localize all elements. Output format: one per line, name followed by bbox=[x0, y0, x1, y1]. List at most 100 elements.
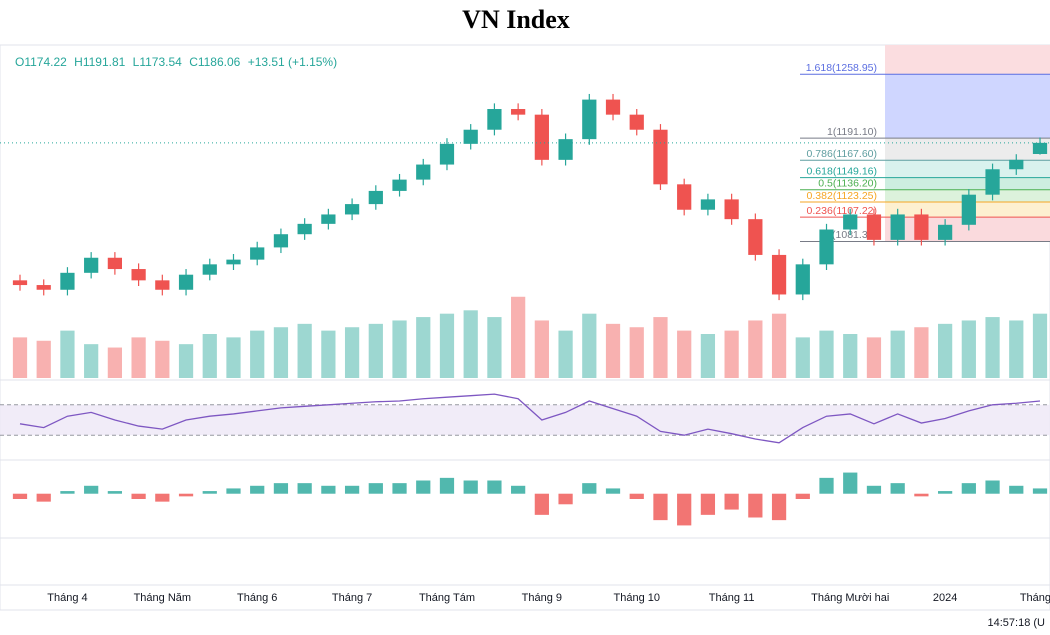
candle-body bbox=[226, 259, 241, 265]
volume-bar bbox=[511, 296, 526, 378]
macd-bar bbox=[1009, 485, 1024, 494]
macd-bar bbox=[819, 477, 834, 494]
fib-label: 0(1081.31) bbox=[826, 229, 877, 241]
candle-body bbox=[771, 254, 787, 295]
volume-bar bbox=[795, 337, 810, 378]
volume-bar bbox=[250, 330, 265, 378]
volume-bar bbox=[771, 313, 787, 378]
macd-bar bbox=[724, 493, 739, 510]
fib-top-band bbox=[885, 45, 1050, 75]
candle-body bbox=[558, 139, 573, 160]
volume-bar bbox=[12, 337, 28, 378]
volume-bar bbox=[653, 317, 668, 378]
volume-bar bbox=[819, 330, 834, 378]
macd-bar bbox=[439, 477, 455, 494]
candle-body bbox=[914, 214, 929, 240]
macd-bar bbox=[321, 485, 336, 494]
ohlc-legend: O1174.22 H1191.81 L1173.54 C1186.06 +13.… bbox=[15, 55, 337, 69]
candle-body bbox=[36, 285, 51, 290]
macd-bar bbox=[368, 483, 383, 494]
volume-bar bbox=[700, 334, 716, 378]
macd-bar bbox=[653, 493, 668, 521]
candle-body bbox=[819, 229, 834, 265]
macd-bar bbox=[511, 485, 526, 494]
candle-body bbox=[155, 280, 170, 290]
volume-bar bbox=[890, 330, 905, 378]
fib-label: 0.236(1107.22) bbox=[807, 205, 877, 217]
candle-body bbox=[582, 99, 597, 140]
macd-bar bbox=[60, 491, 75, 494]
volume-bar bbox=[416, 317, 431, 378]
candle-body bbox=[653, 129, 668, 185]
volume-bar bbox=[226, 337, 241, 378]
volume-bar bbox=[273, 327, 289, 378]
macd-bar bbox=[843, 472, 858, 494]
fib-label: 0.786(1167.60) bbox=[807, 148, 877, 160]
macd-bar bbox=[487, 480, 502, 494]
volume-bar bbox=[178, 344, 194, 378]
volume-bar bbox=[605, 323, 621, 378]
volume-bar bbox=[131, 337, 146, 378]
macd-bar bbox=[155, 493, 170, 502]
candle-body bbox=[938, 224, 953, 240]
macd-bar bbox=[250, 485, 265, 494]
volume-bar bbox=[985, 317, 1000, 378]
macd-bar bbox=[558, 493, 573, 505]
legend-low: L1173.54 bbox=[133, 55, 182, 69]
volume-bar bbox=[748, 320, 763, 378]
macd-bar bbox=[344, 485, 360, 494]
volume-bar bbox=[487, 317, 502, 378]
x-tick-label: Tháng Mười hai bbox=[811, 592, 889, 604]
x-tick-label: Tháng 9 bbox=[522, 592, 562, 604]
volume-bar bbox=[866, 337, 882, 378]
volume-bar bbox=[392, 320, 407, 378]
candle-body bbox=[748, 219, 763, 255]
macd-bar bbox=[605, 488, 621, 494]
macd-bar bbox=[677, 493, 692, 526]
fib-band bbox=[885, 160, 1050, 178]
legend-change: +13.51 (+1.15%) bbox=[248, 55, 337, 69]
x-tick-label: Tháng 11 bbox=[709, 592, 755, 604]
legend-close: C1186.06 bbox=[189, 55, 240, 69]
macd-bar bbox=[748, 493, 763, 518]
macd-bar bbox=[1032, 488, 1048, 494]
macd-bar bbox=[226, 488, 241, 494]
volume-bar bbox=[961, 320, 976, 378]
volume-bar bbox=[439, 313, 455, 378]
candle-body bbox=[843, 214, 858, 230]
candle-body bbox=[84, 257, 99, 273]
fib-band bbox=[885, 74, 1050, 139]
macd-bar bbox=[297, 483, 312, 494]
macd-bar bbox=[985, 480, 1000, 494]
macd-bar bbox=[582, 483, 597, 494]
candle-body bbox=[439, 143, 455, 165]
x-tick-label: Tháng 7 bbox=[332, 592, 372, 604]
volume-bar bbox=[938, 323, 953, 378]
chart-title: VN Index bbox=[462, 5, 570, 34]
volume-bar bbox=[463, 310, 478, 378]
volume-bar bbox=[107, 347, 122, 378]
candle-body bbox=[297, 223, 312, 235]
candle-body bbox=[866, 214, 882, 240]
candle-body bbox=[534, 114, 549, 160]
fib-label: 1(1191.10) bbox=[827, 126, 877, 138]
volume-bar bbox=[368, 323, 383, 378]
candle-body bbox=[795, 264, 810, 295]
macd-bar bbox=[534, 493, 549, 515]
candle-body bbox=[250, 247, 265, 260]
candle-body bbox=[961, 194, 976, 225]
candle-body bbox=[131, 269, 146, 281]
volume-bar bbox=[582, 313, 597, 378]
fib-label: 1.618(1258.95) bbox=[806, 62, 877, 74]
rsi-line bbox=[19, 393, 1041, 444]
macd-bar bbox=[273, 483, 289, 494]
macd-bar bbox=[202, 491, 217, 494]
candle-body bbox=[700, 199, 716, 210]
macd-bar bbox=[914, 493, 929, 497]
macd-bar bbox=[36, 493, 51, 502]
volume-bar bbox=[534, 320, 549, 378]
macd-bar bbox=[700, 493, 716, 515]
candle-body bbox=[344, 204, 360, 215]
